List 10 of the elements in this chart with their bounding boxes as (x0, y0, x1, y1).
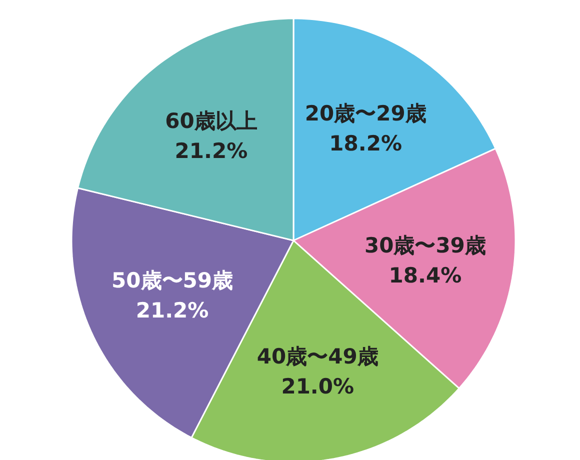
data-label: 21.2% (136, 298, 209, 323)
slice-label: 40歳〜49歳 (256, 344, 378, 368)
slice-label: 50歳〜59歳 (112, 268, 234, 293)
slice-label: 20歳〜29歳 (304, 101, 426, 126)
data-label: 21.0% (281, 374, 354, 398)
slice-label: 30歳〜39歳 (364, 234, 486, 258)
slice-label: 60歳以上 (165, 108, 258, 133)
data-label: 18.2% (329, 131, 402, 156)
data-label: 18.4% (388, 264, 462, 288)
data-label: 21.2% (174, 138, 248, 163)
